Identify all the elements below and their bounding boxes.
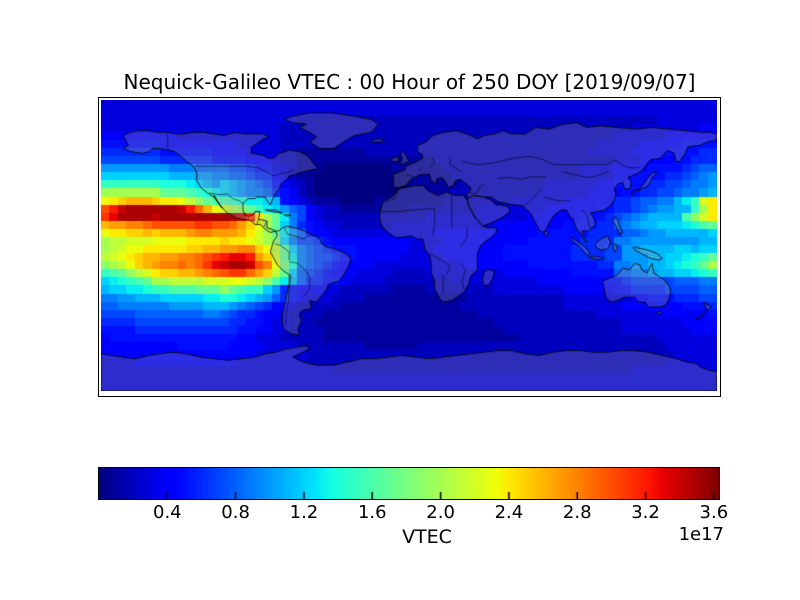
colorbar	[98, 467, 720, 500]
colorbar-tick-label: 0.8	[221, 502, 250, 523]
colorbar-tick-label: 2.4	[494, 502, 524, 523]
colorbar-label: VTEC	[402, 526, 452, 548]
plot-title: Nequick-Galileo VTEC : 00 Hour of 250 DO…	[123, 70, 696, 94]
colorbar-tick-label: 3.2	[631, 502, 660, 523]
colorbar-tick-label: 2.0	[426, 502, 455, 523]
colorbar-gradient	[99, 468, 719, 499]
colorbar-scale-factor: 1e17	[678, 524, 724, 545]
colorbar-tick-label: 0.4	[152, 502, 182, 523]
colorbar-tick-label: 2.8	[562, 502, 592, 523]
colorbar-tick-label: 3.6	[699, 502, 729, 523]
colorbar-tick-label: 1.2	[289, 502, 319, 523]
map-frame	[98, 97, 721, 397]
colorbar-tick-label: 1.6	[357, 502, 387, 523]
vtec-world-heatmap	[101, 100, 717, 391]
